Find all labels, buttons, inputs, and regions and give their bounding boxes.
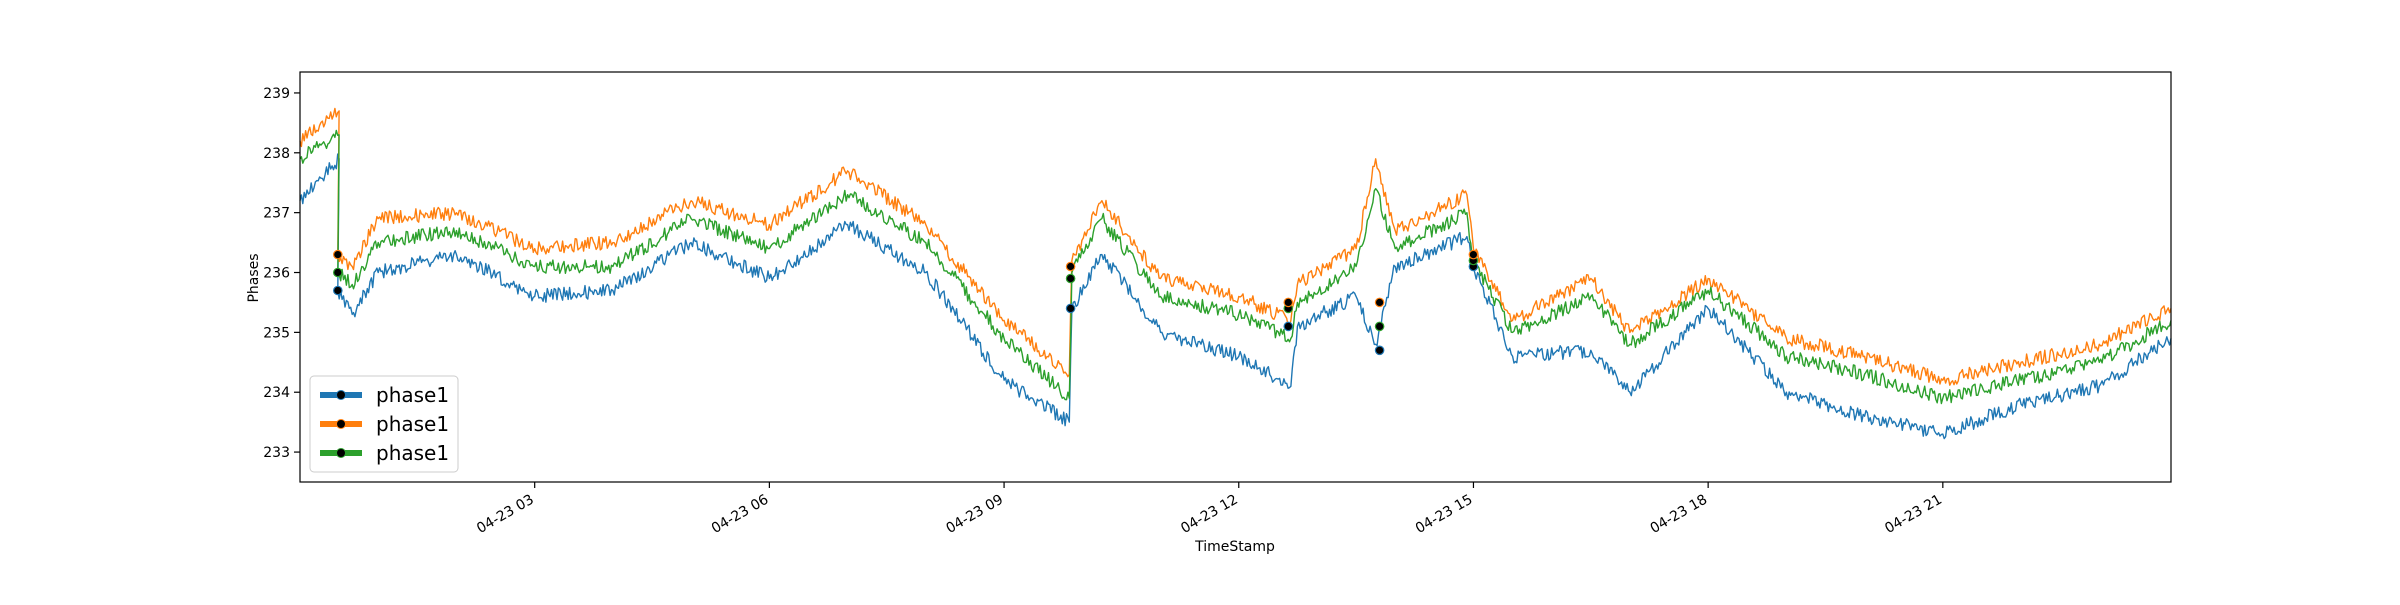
data-point-marker <box>1283 321 1294 332</box>
data-point-marker <box>1374 297 1385 308</box>
y-tick-label: 237 <box>263 206 290 222</box>
series-line-3 <box>299 129 2172 405</box>
series-line-1 <box>299 153 2172 440</box>
data-point-marker <box>1065 273 1076 284</box>
y-tick-label: 239 <box>263 86 290 102</box>
y-axis-title: Phases <box>246 253 262 302</box>
x-tick-label: 04-23 06 <box>709 492 772 537</box>
data-point-marker <box>1374 321 1385 332</box>
x-tick-label: 04-23 09 <box>944 492 1007 537</box>
legend-label-2: phase1 <box>376 412 449 436</box>
data-point-marker <box>1468 249 1479 260</box>
legend-marker-1 <box>336 390 346 400</box>
plot-area-frame <box>299 71 2172 483</box>
legend-marker-3 <box>336 448 346 458</box>
legend-label-1: phase1 <box>376 383 449 407</box>
x-tick-label: 04-23 18 <box>1648 492 1711 537</box>
legend-label-3: phase1 <box>376 441 449 465</box>
legend: phase1 phase1 phase1 <box>309 375 459 473</box>
y-tick-label: 233 <box>263 445 290 461</box>
data-point-marker <box>332 285 343 296</box>
data-point-marker <box>1065 303 1076 314</box>
x-tick-label: 04-23 12 <box>1178 492 1241 537</box>
x-tick-label: 04-23 03 <box>474 492 537 537</box>
data-point-marker <box>1065 261 1076 272</box>
y-tick-label: 238 <box>263 146 290 162</box>
data-point-marker <box>332 249 343 260</box>
y-tick-label: 235 <box>263 325 290 341</box>
data-point-marker <box>1374 345 1385 356</box>
series-layer <box>299 107 2172 440</box>
legend-box <box>309 375 459 473</box>
data-point-marker <box>332 267 343 278</box>
y-tick-label: 236 <box>263 266 290 282</box>
legend-marker-2 <box>336 419 346 429</box>
x-tick-label: 04-23 21 <box>1882 492 1945 537</box>
data-point-marker <box>1283 297 1294 308</box>
x-tick-label: 04-23 15 <box>1413 492 1476 537</box>
series-line-2 <box>299 107 2172 386</box>
x-axis-title: TimeStamp <box>1194 539 1275 555</box>
marker-layer <box>332 249 1479 356</box>
y-tick-label: 234 <box>263 385 290 401</box>
y-axis: 233 234 235 236 237 238 239 <box>263 86 300 461</box>
x-axis: 04-23 03 04-23 06 04-23 09 04-23 12 04-23 15… <box>474 482 1945 537</box>
